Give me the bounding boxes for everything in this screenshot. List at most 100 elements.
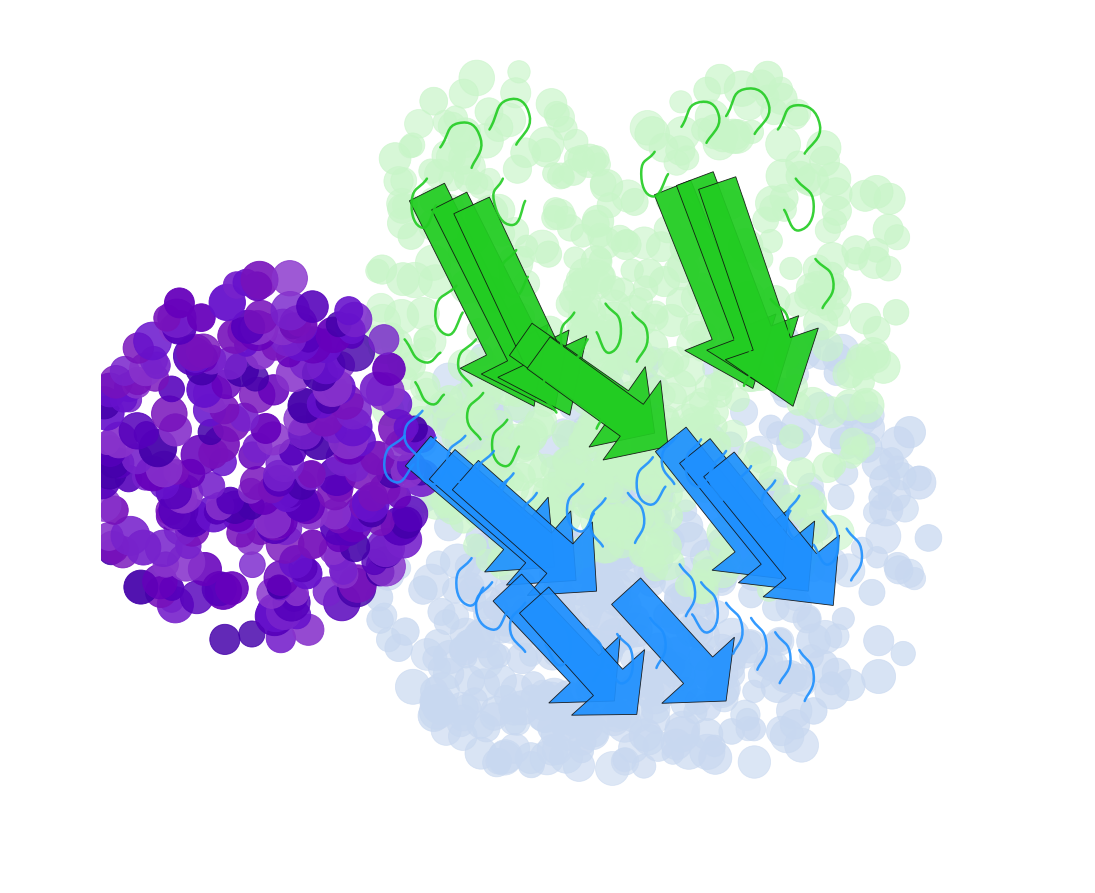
Circle shape: [548, 475, 576, 504]
Circle shape: [650, 547, 684, 580]
Polygon shape: [680, 438, 815, 591]
Circle shape: [461, 399, 485, 423]
Circle shape: [619, 733, 648, 763]
Circle shape: [606, 687, 634, 715]
Circle shape: [611, 278, 634, 302]
Circle shape: [629, 499, 662, 532]
Circle shape: [533, 682, 568, 717]
Circle shape: [583, 477, 606, 499]
Circle shape: [296, 498, 327, 530]
Circle shape: [603, 355, 638, 390]
Circle shape: [323, 371, 355, 404]
Circle shape: [499, 352, 531, 383]
Circle shape: [685, 321, 711, 346]
Circle shape: [655, 656, 682, 683]
Circle shape: [107, 537, 139, 568]
Circle shape: [818, 413, 853, 449]
Circle shape: [537, 613, 568, 645]
Circle shape: [284, 403, 316, 435]
Circle shape: [776, 343, 799, 365]
Circle shape: [654, 603, 679, 628]
Circle shape: [336, 519, 360, 543]
Circle shape: [635, 388, 665, 416]
Circle shape: [391, 168, 417, 194]
Circle shape: [828, 484, 854, 510]
Circle shape: [581, 246, 612, 277]
Circle shape: [322, 418, 346, 443]
Circle shape: [535, 241, 562, 267]
Circle shape: [587, 372, 615, 401]
Circle shape: [688, 573, 718, 604]
Circle shape: [710, 121, 738, 149]
Circle shape: [209, 448, 237, 476]
Circle shape: [461, 367, 483, 389]
Circle shape: [568, 430, 593, 455]
Circle shape: [786, 151, 810, 176]
Circle shape: [833, 395, 864, 425]
Circle shape: [276, 341, 302, 367]
Circle shape: [450, 125, 482, 157]
Circle shape: [635, 117, 669, 151]
Circle shape: [434, 658, 464, 689]
Circle shape: [701, 431, 730, 462]
Circle shape: [650, 523, 673, 547]
Circle shape: [671, 511, 703, 542]
Circle shape: [515, 368, 538, 391]
Circle shape: [830, 427, 863, 459]
Circle shape: [531, 356, 564, 389]
Circle shape: [482, 471, 504, 494]
Circle shape: [652, 479, 682, 510]
Circle shape: [581, 630, 606, 655]
Circle shape: [615, 413, 643, 440]
Circle shape: [457, 222, 488, 255]
Circle shape: [643, 375, 668, 400]
Circle shape: [615, 456, 649, 489]
Circle shape: [473, 196, 508, 230]
Circle shape: [816, 294, 843, 321]
Circle shape: [442, 466, 474, 497]
Circle shape: [718, 719, 745, 744]
Circle shape: [624, 388, 657, 421]
Circle shape: [794, 484, 818, 509]
Circle shape: [495, 471, 529, 505]
Circle shape: [667, 445, 701, 479]
Circle shape: [747, 70, 776, 100]
Circle shape: [430, 696, 457, 722]
Circle shape: [608, 406, 632, 430]
Circle shape: [596, 488, 618, 510]
Circle shape: [468, 669, 499, 701]
Circle shape: [384, 443, 411, 470]
Circle shape: [217, 488, 244, 514]
Circle shape: [141, 364, 169, 391]
Circle shape: [804, 392, 838, 426]
Circle shape: [703, 355, 727, 380]
Circle shape: [647, 486, 676, 513]
Circle shape: [593, 449, 622, 477]
Circle shape: [454, 166, 481, 192]
Circle shape: [633, 664, 658, 689]
Circle shape: [868, 486, 892, 509]
Circle shape: [504, 393, 531, 420]
Circle shape: [450, 618, 482, 649]
Circle shape: [629, 625, 650, 647]
Circle shape: [850, 388, 884, 422]
Circle shape: [316, 388, 341, 413]
Circle shape: [515, 429, 540, 454]
Circle shape: [593, 357, 621, 385]
Circle shape: [539, 497, 573, 532]
Circle shape: [111, 386, 137, 412]
Circle shape: [288, 416, 322, 449]
Circle shape: [537, 88, 567, 120]
Circle shape: [718, 547, 741, 570]
Circle shape: [454, 646, 477, 668]
Circle shape: [903, 567, 925, 589]
Circle shape: [757, 647, 783, 674]
Circle shape: [907, 466, 931, 490]
Circle shape: [765, 83, 797, 114]
Circle shape: [760, 195, 786, 222]
Circle shape: [433, 363, 464, 396]
Circle shape: [688, 411, 714, 438]
Circle shape: [446, 402, 476, 432]
Circle shape: [552, 382, 580, 411]
Circle shape: [658, 383, 687, 412]
